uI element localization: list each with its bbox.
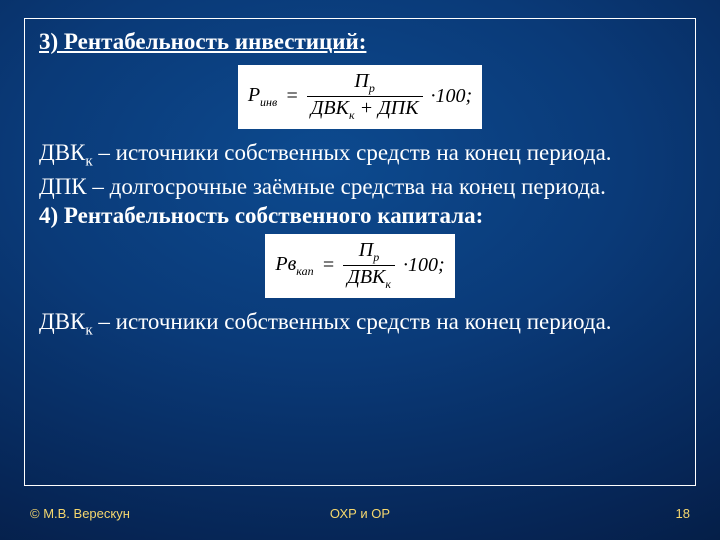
heading-1: 3) Рентабельность инвестиций: bbox=[39, 29, 681, 55]
formula-1-eq: = bbox=[285, 86, 299, 106]
definition-1: ДВКк – источники собственных средств на … bbox=[39, 139, 681, 171]
formula-2: Рвкап = Пр ДВКк ·100; bbox=[265, 234, 454, 298]
footer-page-number: 18 bbox=[676, 506, 690, 521]
formula-1-frac: Пр ДВКк + ДПК bbox=[307, 71, 423, 121]
definition-2: ДПК – долгосрочные заёмные средства на к… bbox=[39, 173, 681, 201]
footer: © М.В. Верескун ОХР и ОР 18 bbox=[0, 498, 720, 528]
formula-2-frac: Пр ДВКк bbox=[343, 240, 395, 290]
formula-1-wrap: Ринв = Пр ДВКк + ДПК ·100; bbox=[39, 65, 681, 129]
formula-2-tail: ·100; bbox=[403, 255, 445, 275]
slide: 3) Рентабельность инвестиций: Ринв = Пр … bbox=[0, 0, 720, 540]
formula-1: Ринв = Пр ДВКк + ДПК ·100; bbox=[238, 65, 482, 129]
formula-1-lhs: Ринв bbox=[248, 85, 277, 108]
formula-2-wrap: Рвкап = Пр ДВКк ·100; bbox=[39, 234, 681, 298]
definition-3: ДВКк – источники собственных средств на … bbox=[39, 308, 681, 340]
content-box: 3) Рентабельность инвестиций: Ринв = Пр … bbox=[24, 18, 696, 486]
heading-2: 4) Рентабельность собственного капитала: bbox=[39, 202, 681, 230]
formula-2-lhs: Рвкап bbox=[275, 254, 313, 277]
formula-2-eq: = bbox=[322, 255, 336, 275]
formula-1-tail: ·100; bbox=[431, 86, 473, 106]
footer-title: ОХР и ОР bbox=[0, 506, 720, 521]
